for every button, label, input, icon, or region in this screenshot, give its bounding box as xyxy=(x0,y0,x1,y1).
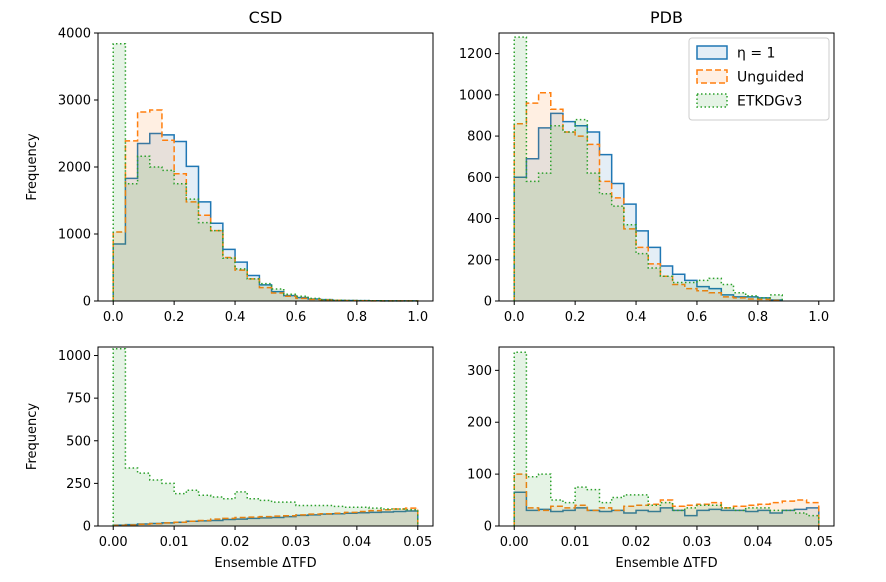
x-tick-label: 0.04 xyxy=(743,535,772,550)
legend-label-etkdg: ETKDGv3 xyxy=(737,94,802,110)
axes-frame xyxy=(97,346,434,527)
chart-panel-3: 0.00 0.01 0.02 0.03 0.04 0.05 0 250 500 750 1000 Fr… xyxy=(25,346,434,571)
y-tick-label: 500 xyxy=(66,434,91,449)
axes-frame xyxy=(498,346,835,527)
x-tick-label: 1.0 xyxy=(808,310,829,325)
histogram-series-etkdg xyxy=(112,42,419,302)
legend-label-unguided: Unguided xyxy=(737,70,804,86)
x-tick-label: 0.04 xyxy=(342,535,371,550)
y-tick-label: 0 xyxy=(484,520,492,535)
chart-title: PDB xyxy=(650,8,683,27)
y-tick-label: 2000 xyxy=(58,161,91,176)
x-tick-label: 0.02 xyxy=(622,535,651,550)
y-tick-label: 200 xyxy=(467,253,492,268)
y-axis-label: Frequency xyxy=(25,403,40,470)
y-tick-label: 250 xyxy=(66,477,91,492)
y-tick-label: 750 xyxy=(66,392,91,407)
histogram-series-etkdg xyxy=(112,347,419,526)
y-axis-label: Frequency xyxy=(25,133,40,200)
histogram-series-eta xyxy=(513,491,820,526)
y-tick-label: 0 xyxy=(484,295,492,310)
y-tick-label: 4000 xyxy=(58,27,91,42)
y-tick-label: 600 xyxy=(467,171,492,186)
chart-panel-1: 0.0 0.2 0.4 0.6 0.8 1.0 0 1000 2000 3000 4000 CSD Fr… xyxy=(25,8,434,325)
histogram-series-unguided xyxy=(112,507,419,527)
legend-swatch-unguided xyxy=(696,69,728,84)
x-tick-label: 0.8 xyxy=(748,310,769,325)
axes-frame xyxy=(498,32,835,302)
histogram-series-etkdg xyxy=(513,36,783,301)
y-tick-label: 400 xyxy=(467,212,492,227)
chart-title: CSD xyxy=(249,8,283,27)
y-tick-label: 1000 xyxy=(58,349,91,364)
x-tick-label: 0.4 xyxy=(225,310,246,325)
x-tick-label: 0.6 xyxy=(286,310,307,325)
histogram-series-unguided xyxy=(513,473,820,526)
x-tick-label: 0.01 xyxy=(160,535,189,550)
x-tick-label: 0.4 xyxy=(626,310,647,325)
y-tick-label: 1000 xyxy=(58,228,91,243)
y-tick-label: 200 xyxy=(467,416,492,431)
x-tick-label: 0.03 xyxy=(281,535,310,550)
x-axis-label: Ensemble ΔTFD xyxy=(214,556,316,571)
x-tick-label: 0.8 xyxy=(347,310,368,325)
x-tick-label: 0.03 xyxy=(682,535,711,550)
x-tick-label: 0.05 xyxy=(804,535,833,550)
x-tick-label: 0.02 xyxy=(221,535,250,550)
y-tick-label: 300 xyxy=(467,364,492,379)
legend: η = 1 Unguided ETKDGv3 xyxy=(688,37,830,121)
y-tick-label: 3000 xyxy=(58,94,91,109)
x-tick-label: 0.2 xyxy=(565,310,586,325)
y-tick-label: 0 xyxy=(83,295,91,310)
x-axis-label: Ensemble ΔTFD xyxy=(615,556,717,571)
x-tick-label: 0.0 xyxy=(103,310,124,325)
x-tick-label: 0.6 xyxy=(687,310,708,325)
x-tick-label: 0.2 xyxy=(164,310,185,325)
x-tick-label: 0.05 xyxy=(403,535,432,550)
chart-panel-2: 0.0 0.2 0.4 0.6 0.8 1.0 0 200 400 600 800 1000 1200 P… xyxy=(459,8,835,325)
x-tick-label: 0.01 xyxy=(561,535,590,550)
y-tick-label: 0 xyxy=(83,520,91,535)
legend-swatch-etkdg xyxy=(696,93,728,108)
histogram-series-eta xyxy=(112,510,419,526)
legend-swatch-eta xyxy=(696,45,728,60)
y-tick-label: 800 xyxy=(467,130,492,145)
x-tick-label: 0.00 xyxy=(99,535,128,550)
histogram-series-etkdg xyxy=(513,351,820,526)
x-tick-label: 0.00 xyxy=(500,535,529,550)
y-tick-label: 1200 xyxy=(459,47,492,62)
chart-panel-4: 0.00 0.01 0.02 0.03 0.04 0.05 0 100 200 300 Ensemb… xyxy=(467,346,835,571)
y-tick-label: 1000 xyxy=(459,88,492,103)
y-tick-label: 100 xyxy=(467,468,492,483)
x-tick-label: 1.0 xyxy=(407,310,428,325)
legend-label-eta: η = 1 xyxy=(737,46,775,62)
x-tick-label: 0.0 xyxy=(504,310,525,325)
